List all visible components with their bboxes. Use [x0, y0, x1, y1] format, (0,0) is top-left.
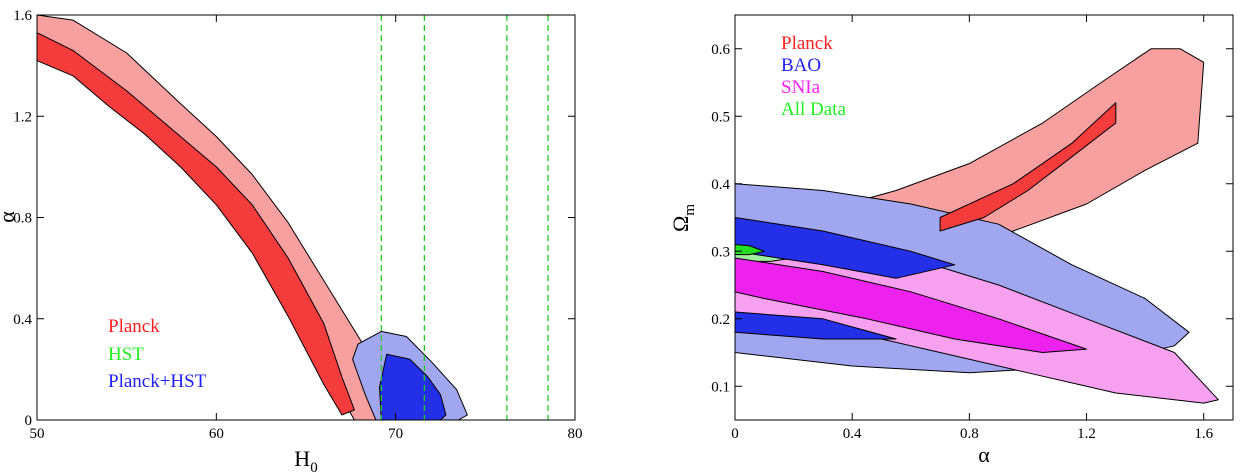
xtick-label: 0 — [731, 426, 739, 442]
xtick-label: 80 — [568, 426, 583, 442]
legend-planck: Planck — [781, 33, 833, 54]
ytick-label: 0.3 — [711, 244, 730, 260]
chart2-ylabel: Ωm — [668, 204, 698, 232]
ytick-label: 0.4 — [711, 177, 730, 193]
legend-hst: HST — [108, 344, 144, 365]
chart2-frame — [734, 14, 1234, 421]
ytick-label: 0 — [25, 413, 33, 429]
contour-snia-1sigma-6 — [735, 257, 1087, 353]
ytick-label: 0.8 — [13, 211, 32, 227]
chart1-ylabel: α — [0, 211, 19, 223]
legend-bao: BAO — [781, 55, 821, 76]
chart1-legend: Planck HST Planck+HST — [108, 316, 207, 392]
contour-bao-1sigma-4 — [735, 311, 897, 340]
contour-planck-1sigma-1 — [939, 102, 1117, 232]
contour-planck-1sigma-1 — [37, 32, 355, 416]
ytick-label: 0.4 — [13, 312, 32, 328]
chart2-legend: Planck BAO SNIa All Data — [781, 33, 846, 120]
ytick-label: 1.6 — [13, 8, 32, 24]
ytick-label: 0.1 — [711, 379, 730, 395]
xtick-label: 70 — [388, 426, 403, 442]
xtick-label: 1.2 — [1077, 426, 1096, 442]
legend-planck: Planck — [108, 316, 160, 337]
chart-alpha-omega: 0 0.4 0.8 1.2 1.6 0.1 0.2 0.3 0.4 0.5 0.6 α Ωm Pla… — [668, 14, 1234, 467]
legend-planck-hst: Planck+HST — [108, 371, 207, 392]
xtick-label: 50 — [30, 426, 45, 442]
xtick-label: 0.4 — [843, 426, 862, 442]
contour-all-data-1sigma-8 — [735, 244, 765, 256]
ytick-label: 0.5 — [711, 109, 730, 125]
xtick-label: 60 — [209, 426, 224, 442]
chart1-xlabel: H0 — [294, 446, 317, 473]
chart2-xlabel: α — [978, 442, 990, 467]
legend-snia: SNIa — [781, 77, 821, 98]
chart-h0-alpha: 50 60 70 80 0 0.4 0.8 1.2 1.6 H0 α Planck HST Pl… — [0, 8, 583, 473]
xtick-label: 1.6 — [1194, 426, 1213, 442]
ytick-label: 0.2 — [711, 312, 730, 328]
ytick-label: 1.2 — [13, 109, 32, 125]
xtick-label: 0.8 — [960, 426, 979, 442]
legend-all-data: All Data — [781, 99, 846, 120]
ytick-label: 0.6 — [711, 42, 730, 58]
